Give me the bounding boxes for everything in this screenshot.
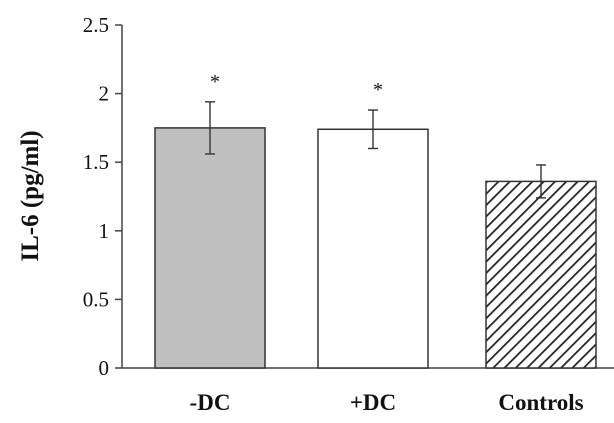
category-label: Controls [498, 390, 583, 415]
bar-controls [485, 180, 597, 369]
category-label: -DC [190, 390, 231, 415]
y-tick-label: 2 [99, 82, 110, 106]
significance-marker: * [373, 79, 383, 101]
y-tick-label: 1 [99, 219, 110, 243]
y-tick-label: 2.5 [83, 13, 109, 37]
y-axis-label: IL-6 (pg/ml) [17, 130, 44, 261]
significance-marker: * [210, 71, 220, 93]
bar-dc [317, 128, 429, 369]
y-tick-label: 0.5 [83, 287, 109, 311]
y-tick-label: 1.5 [83, 150, 109, 174]
category-label: +DC [350, 390, 396, 415]
bar-dc [154, 127, 266, 369]
y-tick-label: 0 [99, 356, 110, 380]
